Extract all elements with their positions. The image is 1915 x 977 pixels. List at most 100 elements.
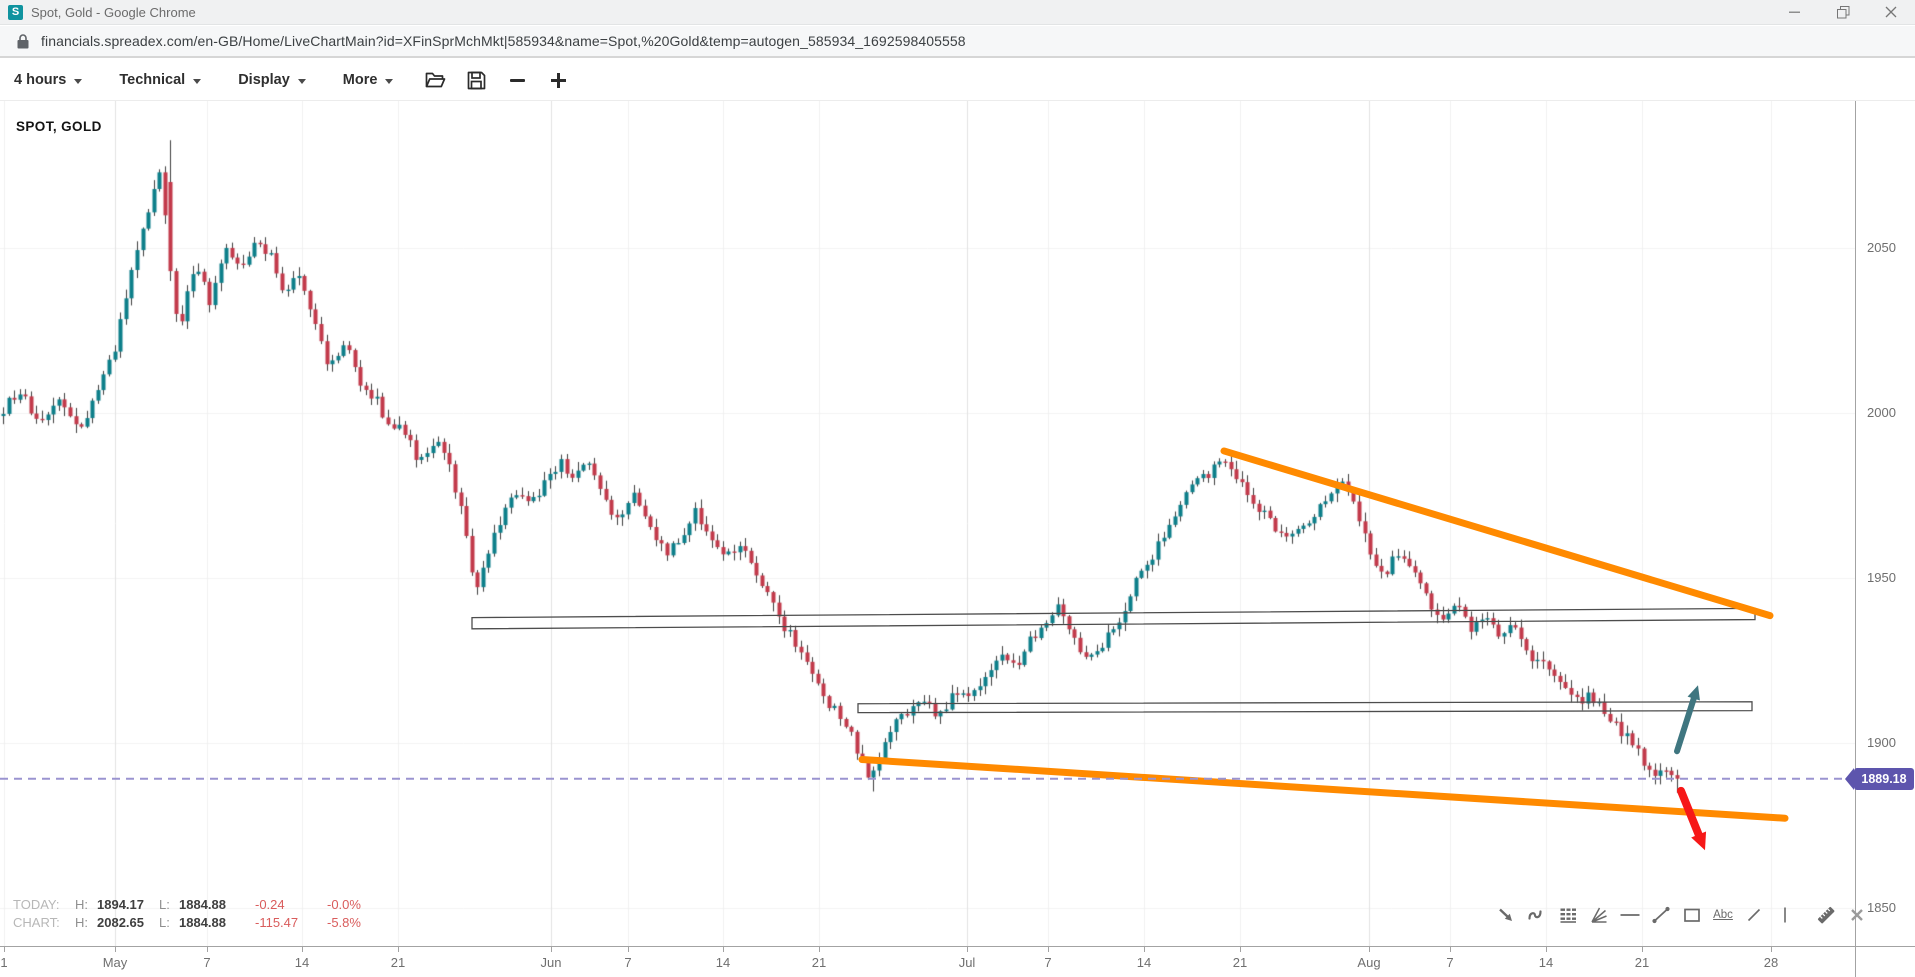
x-axis-tick [398, 947, 399, 952]
today-low-label: L: [159, 897, 170, 912]
address-bar[interactable]: financials.spreadex.com/en-GB/Home/LiveC… [0, 26, 1915, 58]
minimize-button[interactable] [1771, 0, 1819, 24]
vertical-line-tool-icon[interactable] [1774, 904, 1796, 926]
x-axis-label: 21 [390, 955, 406, 970]
today-low-value: 1884.88 [179, 897, 226, 912]
chart-high-value: 2082.65 [97, 915, 144, 930]
text-tool-icon[interactable]: Abc [1713, 909, 1733, 921]
url-text[interactable]: financials.spreadex.com/en-GB/Home/LiveC… [41, 33, 966, 49]
window-titlebar: S Spot, Gold - Google Chrome [0, 0, 1915, 25]
x-axis-label: Jul [958, 955, 976, 970]
x-axis-tick [1771, 947, 1772, 952]
diagonal-line-tool-icon[interactable] [1743, 904, 1765, 926]
more-label: More [342, 72, 378, 88]
drawing-toolbar: Abc [1495, 904, 1868, 926]
y-axis[interactable]: 2050 2000 1950 1900 1850 [1856, 101, 1915, 946]
up-arrow-annotation-head[interactable] [1687, 685, 1700, 701]
delete-drawing-icon[interactable] [1846, 904, 1868, 926]
elbow-line-tool-icon[interactable] [1526, 904, 1548, 926]
save-chart-button[interactable] [464, 68, 488, 92]
price-zone-rectangle-2[interactable] [857, 701, 1753, 714]
more-dropdown[interactable]: More [343, 72, 394, 88]
lock-icon[interactable] [17, 33, 29, 49]
trend-line-tool-icon[interactable] [1650, 904, 1672, 926]
restore-icon [1836, 5, 1849, 18]
x-axis-tick [551, 947, 552, 952]
zoom-in-button[interactable] [546, 68, 570, 92]
minus-icon [509, 78, 525, 82]
y-axis-label: 2050 [1867, 240, 1896, 255]
chart-low-label: L: [159, 915, 170, 930]
current-price-value: 1889.18 [1854, 768, 1914, 790]
display-dropdown[interactable]: Display [238, 72, 306, 88]
x-axis-label: 7 [1446, 955, 1454, 970]
x-axis-tick [628, 947, 629, 952]
x-axis-tick [302, 947, 303, 952]
cursor-tool-icon[interactable] [1495, 904, 1517, 926]
y-axis-label: 2000 [1867, 405, 1896, 420]
x-axis-tick [4, 947, 5, 952]
down-arrow-annotation-shaft[interactable] [1677, 786, 1704, 841]
window-title: Spot, Gold - Google Chrome [31, 4, 196, 20]
today-high-value: 1894.17 [97, 897, 144, 912]
restore-button[interactable] [1819, 0, 1867, 24]
today-label: TODAY: [13, 897, 60, 912]
x-axis-tick [1240, 947, 1241, 952]
price-zone-rectangle-1[interactable] [471, 607, 1756, 630]
stats-row-chart: CHART: H: 2082.65 L: 1884.88 -115.47 -5.… [13, 914, 385, 932]
down-arrow-annotation-head[interactable] [1691, 831, 1707, 851]
today-change-pct: -0.0% [327, 897, 361, 912]
x-axis-tick [723, 947, 724, 952]
x-axis-tick [1048, 947, 1049, 952]
technical-dropdown[interactable]: Technical [119, 72, 202, 88]
plus-icon [550, 72, 566, 88]
y-axis-label: 1950 [1867, 570, 1896, 585]
rectangle-tool-icon[interactable] [1681, 904, 1703, 926]
open-chart-button[interactable] [423, 68, 447, 92]
today-change: -0.24 [255, 897, 285, 912]
up-arrow-annotation-shaft[interactable] [1674, 693, 1698, 755]
display-label: Display [238, 72, 290, 88]
x-axis-label: 14 [1538, 955, 1554, 970]
x-axis-label: May [102, 955, 128, 970]
close-button[interactable] [1867, 0, 1915, 24]
chart-change-pct: -5.8% [327, 915, 361, 930]
open-folder-icon [425, 72, 446, 88]
current-price-badge: 1889.18 [1845, 768, 1914, 790]
chevron-down-icon [193, 78, 202, 84]
chevron-down-icon [385, 78, 394, 84]
x-axis-label: 21 [1634, 955, 1650, 970]
x-axis-tick [819, 947, 820, 952]
x-axis-label: 14 [1136, 955, 1152, 970]
minimize-icon [1789, 11, 1800, 13]
x-axis-label: 21 [811, 955, 827, 970]
close-icon [1885, 6, 1897, 18]
stats-row-today: TODAY: H: 1894.17 L: 1884.88 -0.24 -0.0% [13, 896, 385, 914]
x-axis-tick [1144, 947, 1145, 952]
horizontal-line-tool-icon[interactable] [1619, 904, 1641, 926]
window-controls [1771, 0, 1915, 24]
x-axis-tick [1546, 947, 1547, 952]
x-axis-tick [1450, 947, 1451, 952]
x-axis-label: 21 [1232, 955, 1248, 970]
chevron-down-icon [297, 78, 306, 84]
site-favicon: S [8, 4, 23, 20]
save-icon [467, 71, 486, 89]
zoom-out-button[interactable] [505, 68, 529, 92]
chart-low-value: 1884.88 [179, 915, 226, 930]
chart-toolbar: 4 hours Technical Display More [0, 60, 1915, 100]
chart-label: CHART: [13, 915, 60, 930]
x-axis-label: 7 [624, 955, 632, 970]
fan-lines-tool-icon[interactable] [1588, 904, 1610, 926]
ruler-tool-icon[interactable] [1815, 904, 1837, 926]
upper-trendline[interactable] [1220, 447, 1774, 620]
x-axis-label: 14 [294, 955, 310, 970]
annotations-layer [0, 447, 1845, 851]
grid-tool-icon[interactable] [1557, 904, 1579, 926]
timeframe-dropdown[interactable]: 4 hours [14, 72, 83, 88]
x-axis[interactable]: 1 May 7 14 21 Jun 7 14 21 Jul 7 14 21 Aug 7 14 21 28 [0, 947, 1855, 977]
x-axis-tick [115, 947, 116, 952]
x-axis-tick [1642, 947, 1643, 952]
chart-high-label: H: [75, 915, 88, 930]
lower-trendline[interactable] [858, 756, 1789, 822]
